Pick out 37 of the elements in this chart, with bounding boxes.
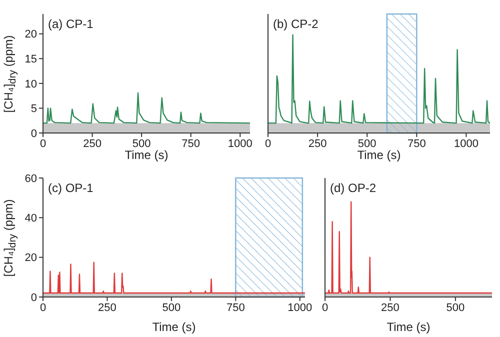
chart-title: (d) OP-2 [330, 181, 376, 195]
x-tick-label: 250 [98, 302, 116, 314]
x-tick-label: 750 [182, 138, 200, 150]
x-axis-title: Time (s) [152, 320, 196, 334]
y-tick-label: 0 [30, 128, 37, 140]
x-tick-label: 500 [358, 138, 376, 150]
x-tick-label: 250 [308, 138, 327, 150]
x-tick-label: 1000 [228, 138, 252, 150]
y-tick-label: 5 [30, 103, 37, 116]
x-tick-label: 500 [162, 302, 181, 314]
x-tick-label: 750 [407, 138, 426, 150]
y-tick-label: 0 [30, 292, 37, 304]
x-tick-label: 500 [446, 302, 465, 314]
chart-title: (b) CP-2 [273, 17, 318, 31]
y-tick-label: 60 [24, 172, 37, 185]
x-tick-label: 0 [264, 138, 272, 150]
line-series [43, 262, 305, 294]
x-tick-label: 0 [322, 302, 328, 314]
x-axis-title: Time (s) [386, 320, 430, 334]
x-tick-label: 250 [381, 302, 400, 314]
x-axis-title: Time (s) [357, 148, 401, 162]
y-tick-label: 20 [24, 252, 37, 264]
x-tick-label: 750 [226, 302, 245, 314]
y-tick-label: 15 [24, 54, 37, 66]
y-tick-label: 20 [24, 28, 37, 41]
line-series [43, 92, 250, 124]
y-tick-label: 40 [24, 212, 37, 225]
x-tick-label: 1000 [288, 302, 312, 314]
chart-title: (c) OP-1 [48, 181, 94, 195]
x-tick-label: 500 [132, 138, 151, 150]
x-tick-label: 0 [40, 302, 46, 314]
x-axis-title: Time (s) [124, 148, 168, 162]
x-tick-label: 1000 [454, 138, 478, 150]
x-tick-label: 0 [40, 138, 46, 150]
x-tick-label: 250 [83, 138, 102, 150]
chart-title: (a) CP-1 [48, 17, 94, 31]
y-tick-label: 10 [24, 78, 37, 90]
